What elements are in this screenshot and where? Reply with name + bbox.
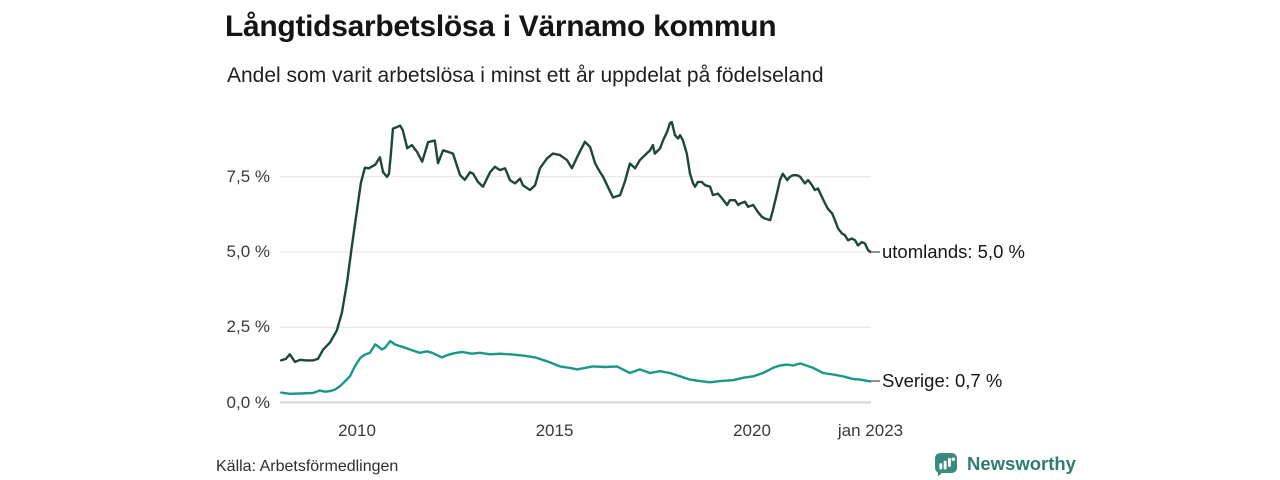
y-axis-tick-label: 5,0 % [226,242,270,261]
label-connector-dash [871,251,880,253]
y-axis-tick-label: 7,5 % [226,166,270,186]
x-axis-tick-label: 2010 [338,421,376,440]
sverige-series-label-text: Sverige: 0,7 % [882,370,1003,392]
source-attribution: Källa: Arbetsförmedlingen [216,458,399,475]
x-axis-tick-label: jan 2023 [837,421,904,440]
utomlands-line [280,120,872,364]
sverige-line [280,339,872,395]
x-axis-tick-label: 2020 [733,421,771,440]
label-connector-dash [871,380,880,383]
utomlands-series-label-text: utomlands: 5,0 % [882,241,1025,262]
x-axis-tick-label: 2015 [535,421,574,440]
newsworthy-branding: Newsworthy [933,451,1076,477]
page-title: Långtidsarbetslösa i Värnamo kommun [225,10,777,43]
newsworthy-wordmark: Newsworthy [967,453,1076,474]
utomlands-series-label: utomlands: 5,0 % [871,239,1025,265]
bar-chart-speech-bubble-icon [935,453,957,477]
y-axis-tick-label: 0,0 % [226,392,270,412]
chart-subtitle: Andel som varit arbetslösa i minst ett å… [227,64,824,87]
y-axis-tick-label: 2,5 % [226,317,270,337]
sverige-series-label: Sverige: 0,7 % [871,368,1002,394]
